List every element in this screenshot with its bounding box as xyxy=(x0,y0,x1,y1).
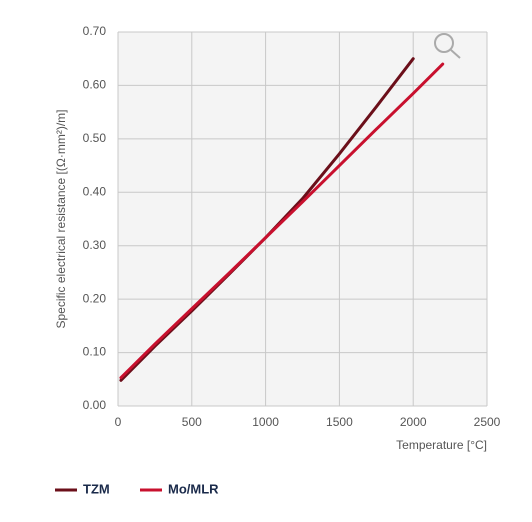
x-tick-label: 500 xyxy=(182,415,202,429)
legend-label: TZM xyxy=(83,481,110,496)
x-tick-label: 2500 xyxy=(474,415,501,429)
plot-area xyxy=(118,32,487,406)
y-axis-label: Specific electrical resistance [(Ω·mm²)/… xyxy=(54,109,68,328)
x-tick-label: 2000 xyxy=(400,415,427,429)
y-tick-label: 0.30 xyxy=(83,238,107,252)
zoom-lens[interactable] xyxy=(434,33,454,53)
x-tick-label: 1000 xyxy=(252,415,279,429)
y-tick-label: 0.70 xyxy=(83,24,107,38)
x-axis-label: Temperature [°C] xyxy=(396,438,487,452)
zoom-icon[interactable] xyxy=(434,33,461,59)
x-tick-label: 1500 xyxy=(326,415,353,429)
y-tick-label: 0.00 xyxy=(83,398,107,412)
y-tick-label: 0.20 xyxy=(83,291,107,305)
y-tick-label: 0.10 xyxy=(83,345,107,359)
data-line xyxy=(119,62,445,380)
y-tick-label: 0.60 xyxy=(83,78,107,92)
zoom-handle[interactable] xyxy=(450,49,461,59)
legend-label: Mo/MLR xyxy=(168,481,219,496)
y-tick-label: 0.40 xyxy=(83,184,107,198)
y-tick-label: 0.50 xyxy=(83,131,107,145)
x-tick-label: 0 xyxy=(115,415,122,429)
